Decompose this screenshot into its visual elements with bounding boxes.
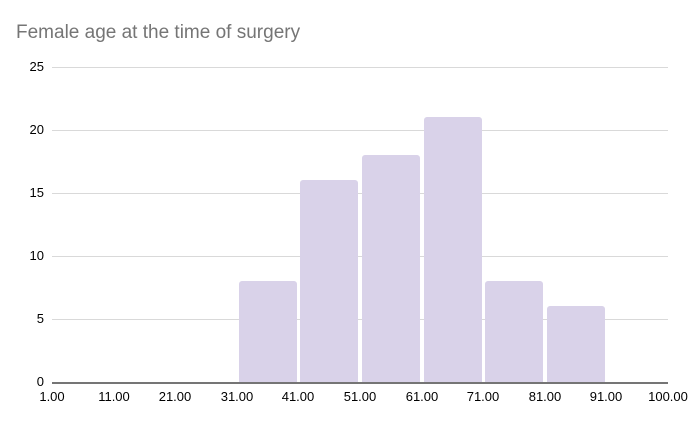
- y-axis-tick-label: 5: [36, 311, 44, 326]
- x-axis-tick-label: 61.00: [405, 389, 439, 404]
- x-axis-tick-label: 11.00: [98, 389, 130, 404]
- x-axis-tick-label: 91.00: [589, 389, 623, 404]
- histogram-bar[interactable]: [485, 281, 543, 382]
- x-axis-tick-label: 100.00: [648, 389, 688, 404]
- x-axis-tick-label: 51.00: [343, 389, 377, 404]
- x-axis-tick-label: 31.00: [220, 389, 254, 404]
- x-axis-tick-label: 71.00: [466, 389, 500, 404]
- x-axis-tick-label: 21.00: [158, 389, 192, 404]
- y-gridline: [52, 130, 668, 131]
- histogram-bar[interactable]: [424, 117, 482, 382]
- y-axis-tick-label: 10: [29, 248, 44, 263]
- y-axis-tick-label: 20: [29, 122, 44, 137]
- y-axis-tick-label: 25: [29, 59, 44, 74]
- chart-title: Female age at the time of surgery: [16, 22, 301, 43]
- histogram-bar[interactable]: [300, 180, 358, 382]
- y-gridline: [52, 193, 668, 194]
- x-axis-line: [52, 382, 668, 384]
- x-axis-tick-label: 1.00: [39, 389, 65, 404]
- y-axis-tick-label: 0: [36, 374, 44, 389]
- y-gridline: [52, 319, 668, 320]
- y-gridline: [52, 256, 668, 257]
- histogram-bar[interactable]: [547, 306, 605, 382]
- x-axis-tick-label: 81.00: [528, 389, 562, 404]
- y-gridline: [52, 67, 668, 68]
- x-axis-tick-label: 41.00: [281, 389, 315, 404]
- histogram-bar[interactable]: [239, 281, 297, 382]
- y-axis-tick-label: 15: [29, 185, 44, 200]
- histogram-bar[interactable]: [362, 155, 420, 382]
